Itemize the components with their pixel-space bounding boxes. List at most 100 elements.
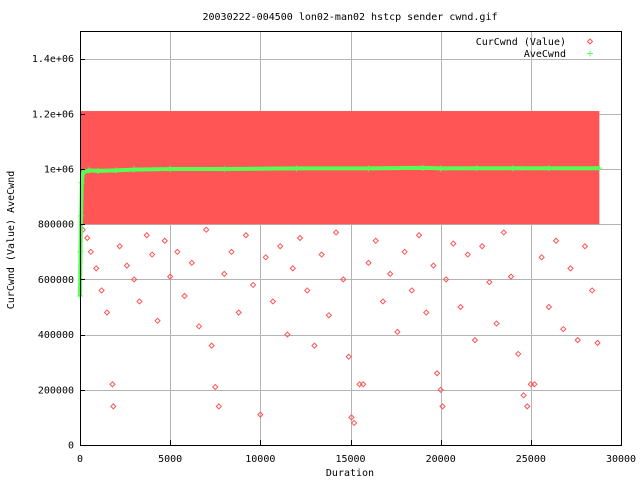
curcwnd-point — [212, 383, 219, 391]
curcwnd-point — [289, 265, 297, 272]
curcwnd-point — [208, 342, 215, 349]
curcwnd-point — [161, 237, 168, 244]
curcwnd-point — [515, 350, 522, 358]
curcwnd-point — [372, 237, 379, 244]
curcwnd-point — [103, 309, 111, 316]
curcwnd-point — [116, 243, 123, 250]
avecwnd-point — [293, 165, 300, 172]
curcwnd-point — [340, 276, 347, 283]
avecwnd-point — [419, 164, 426, 171]
curcwnd-point — [332, 229, 340, 236]
curcwnd-point — [249, 281, 257, 289]
avecwnd-point — [167, 166, 174, 172]
curcwnd-point — [262, 254, 269, 261]
curcwnd-point — [457, 303, 464, 311]
legend-label-curcwnd: CurCwnd (Value) — [476, 37, 566, 48]
curcwnd-points — [79, 226, 601, 427]
curcwnd-point — [276, 243, 284, 250]
curcwnd-point — [221, 270, 228, 278]
curcwnd-point — [588, 287, 596, 294]
avecwnd-point — [473, 165, 480, 172]
legend-marker-curcwnd — [586, 38, 594, 45]
y-tick-label: 1.4e+06 — [32, 54, 74, 65]
curcwnd-point — [130, 276, 138, 283]
avecwnd-point — [509, 165, 516, 172]
curcwnd-point — [423, 309, 430, 316]
curcwnd-point — [136, 298, 143, 305]
curcwnd-point — [581, 243, 589, 250]
legend-marker-avecwnd — [587, 50, 593, 57]
curcwnd-point — [365, 259, 372, 267]
curcwnd-point — [325, 312, 333, 319]
curcwnd-point — [215, 403, 223, 410]
curcwnd-point — [545, 303, 553, 311]
curcwnd-point — [93, 265, 100, 272]
x-tick-label: 5000 — [158, 454, 182, 465]
y-tick-label: 1e+06 — [44, 165, 74, 176]
avecwnd-point — [78, 179, 85, 186]
y-tick-label: 600000 — [38, 275, 74, 286]
avecwnd-point — [545, 165, 552, 172]
curcwnd-point — [143, 232, 150, 239]
avecwnd-point — [221, 166, 228, 172]
curcwnd-point — [110, 403, 117, 410]
curcwnd-point — [235, 309, 242, 316]
curcwnd-point — [439, 403, 446, 410]
avecwnd-point — [78, 212, 85, 219]
curcwnd-point — [98, 287, 105, 294]
y-tick-label: 400000 — [38, 330, 74, 341]
y-axis-label: CurCwnd (Value) AveCwnd — [6, 171, 17, 309]
curcwnd-point — [471, 336, 479, 344]
curcwnd-point — [304, 287, 311, 294]
curcwnd-point — [450, 240, 457, 247]
x-tick-label: 30000 — [606, 454, 636, 465]
y-tick-labels: 0 200000 400000 600000 800000 1e+06 1.2e+06 1.4… — [32, 54, 74, 451]
curcwnd-point — [203, 226, 210, 233]
curcwnd-point — [195, 323, 203, 330]
curcwnd-point — [524, 403, 531, 410]
curcwnd-point — [433, 370, 441, 377]
curcwnd-point — [123, 262, 131, 269]
y-tick-label: 200000 — [38, 385, 74, 396]
legend-diamond-marker — [586, 38, 594, 45]
y-tick-label: 1.2e+06 — [32, 109, 74, 120]
curcwnd-point — [430, 262, 437, 269]
curcwnd-point — [478, 243, 486, 250]
x-tick-label: 15000 — [335, 454, 365, 465]
curcwnd-point — [350, 419, 358, 427]
x-tick-label: 0 — [77, 454, 83, 465]
curcwnd-point — [84, 234, 91, 242]
curcwnd-point — [242, 232, 250, 239]
curcwnd-point — [284, 331, 291, 338]
y-tick-label: 800000 — [38, 220, 74, 231]
curcwnd-point — [166, 273, 174, 280]
curcwnd-point — [486, 278, 493, 286]
curcwnd-point — [318, 251, 325, 258]
avecwnd-point — [95, 167, 102, 174]
avecwnd-point — [437, 165, 444, 172]
curcwnd-point — [408, 287, 416, 294]
curcwnd-point — [538, 254, 545, 261]
curcwnd-point — [567, 265, 574, 272]
curcwnd-point — [442, 276, 450, 283]
avecwnd-point — [596, 165, 603, 172]
curcwnd-point — [348, 414, 355, 421]
x-tick-label: 25000 — [516, 454, 546, 465]
legend: CurCwnd (Value) AveCwnd — [476, 37, 594, 60]
curcwnd-point — [148, 251, 156, 258]
curcwnd-point — [500, 229, 507, 236]
curcwnd-point — [401, 248, 408, 256]
curcwnd-point — [415, 232, 423, 239]
legend-label-avecwnd: AveCwnd — [524, 49, 566, 60]
avecwnd-point — [86, 167, 93, 174]
avecwnd-point — [365, 165, 372, 172]
curcwnd-point — [188, 259, 196, 267]
legend-plus-marker — [587, 50, 593, 57]
curcwnd-point — [296, 234, 304, 242]
curcwnd-point — [181, 292, 188, 300]
curcwnd-point — [269, 298, 277, 305]
x-tick-labels: 0 5000 10000 15000 20000 25000 30000 — [77, 454, 636, 465]
curcwnd-point — [228, 248, 235, 256]
